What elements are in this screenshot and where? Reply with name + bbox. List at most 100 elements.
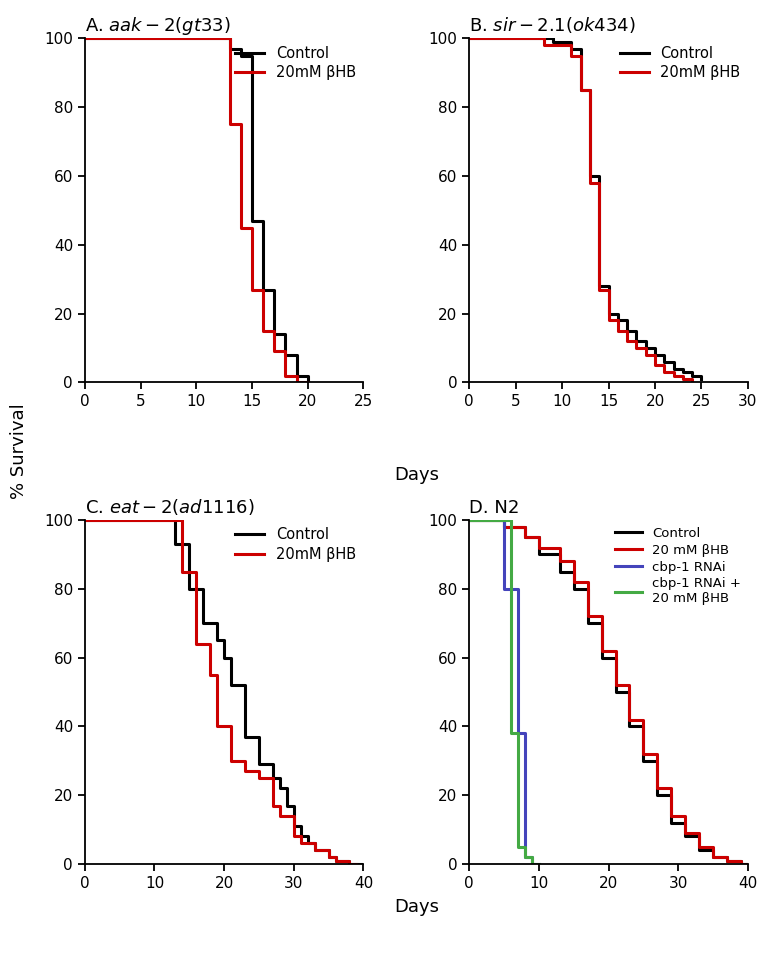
Control	[743, 858, 752, 870]
Control	[688, 367, 697, 378]
Control	[583, 617, 592, 629]
Control	[530, 33, 539, 44]
Control	[611, 686, 620, 698]
20 mM βHB	[638, 748, 648, 759]
Control	[520, 521, 530, 533]
20 mM βHB	[709, 852, 718, 863]
Control	[345, 858, 354, 870]
cbp-1 RNAi	[513, 728, 523, 739]
Control	[359, 858, 368, 870]
Control	[631, 325, 641, 337]
20 mM βHB	[653, 782, 662, 794]
20mM βHB	[227, 721, 236, 732]
Line: cbp-1 RNAi: cbp-1 RNAi	[470, 520, 539, 864]
20mM βHB	[678, 370, 688, 381]
Text: D. N2: D. N2	[470, 499, 520, 517]
Control	[80, 33, 89, 44]
20mM βHB	[604, 315, 613, 326]
20mM βHB	[268, 772, 278, 783]
Control	[697, 370, 706, 381]
20mM βHB	[567, 39, 576, 51]
Control	[641, 335, 651, 347]
20mM βHB	[236, 119, 245, 131]
Control	[359, 858, 368, 870]
20 mM βHB	[520, 532, 530, 543]
Control	[268, 758, 278, 770]
Control	[625, 686, 634, 698]
Control	[289, 821, 298, 832]
Control	[225, 33, 234, 44]
20mM βHB	[296, 830, 305, 842]
Control	[604, 280, 613, 292]
Control	[667, 789, 676, 801]
20mM βHB	[678, 373, 688, 385]
Control	[611, 652, 620, 663]
20 mM βHB	[625, 714, 634, 726]
Control	[310, 845, 319, 856]
Control	[534, 549, 544, 561]
20mM βHB	[641, 349, 651, 361]
Control	[465, 515, 474, 526]
20 mM βHB	[534, 532, 544, 543]
Control	[225, 43, 234, 55]
20mM βHB	[669, 367, 678, 378]
20 mM βHB	[569, 576, 578, 588]
20mM βHB	[225, 119, 234, 131]
Control	[303, 376, 312, 388]
Control	[695, 845, 704, 856]
Control	[653, 756, 662, 767]
Control	[303, 838, 312, 850]
20mM βHB	[631, 343, 641, 354]
20 mM βHB	[520, 521, 530, 533]
cbp-1 RNAi	[507, 583, 516, 594]
Legend: Control, 20mM βHB: Control, 20mM βHB	[620, 46, 741, 80]
20mM βHB	[660, 367, 669, 378]
Text: Days: Days	[394, 467, 439, 484]
Control	[651, 349, 660, 361]
Control	[567, 43, 576, 55]
Control	[594, 170, 604, 181]
Control	[569, 565, 578, 577]
Control	[613, 308, 622, 320]
Control	[631, 335, 641, 347]
20 mM βHB	[555, 556, 564, 567]
20mM βHB	[651, 349, 660, 361]
20mM βHB	[520, 33, 530, 44]
20mM βHB	[331, 852, 340, 863]
20mM βHB	[247, 222, 257, 233]
cbp-1 RNAi	[507, 583, 516, 594]
20mM βHB	[143, 515, 152, 526]
Control	[660, 356, 669, 368]
20 mM βHB	[681, 810, 690, 822]
Line: Control: Control	[85, 38, 308, 382]
Control	[254, 731, 264, 742]
Control	[303, 370, 312, 381]
20 mM βHB	[583, 611, 592, 622]
cbp-1 RNAi +
20 mM βHB	[527, 858, 537, 870]
20mM βHB	[275, 800, 284, 811]
Control	[548, 36, 557, 48]
20mM βHB	[641, 343, 651, 354]
20mM βHB	[281, 346, 290, 357]
Text: B. $\mathit{sir-2.1(ok434)}$: B. $\mathit{sir-2.1(ok434)}$	[470, 15, 636, 36]
Control	[667, 817, 676, 828]
cbp-1 RNAi	[513, 583, 523, 594]
Control	[331, 852, 340, 863]
20mM βHB	[247, 284, 257, 296]
Control	[678, 363, 688, 374]
20mM βHB	[236, 222, 245, 233]
Control	[625, 721, 634, 732]
20mM βHB	[80, 515, 89, 526]
Control	[465, 33, 474, 44]
Line: 20mM βHB: 20mM βHB	[470, 38, 692, 382]
Control	[530, 33, 539, 44]
Control	[520, 532, 530, 543]
Control	[247, 50, 257, 61]
20 mM βHB	[534, 541, 544, 553]
20 mM βHB	[722, 854, 732, 866]
20mM βHB	[206, 669, 215, 681]
Control	[292, 370, 301, 381]
Control	[296, 821, 305, 832]
Control	[275, 772, 284, 783]
cbp-1 RNAi +
20 mM βHB	[534, 858, 544, 870]
